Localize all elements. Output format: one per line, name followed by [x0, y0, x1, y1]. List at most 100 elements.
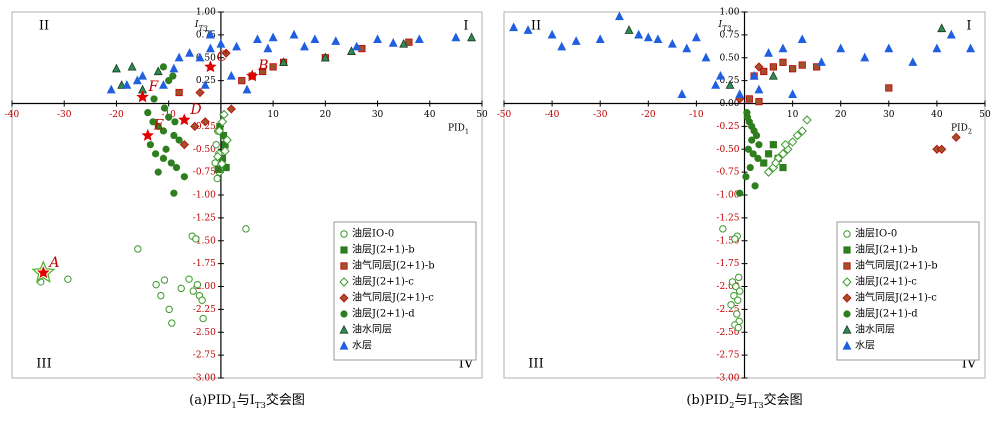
marker — [212, 140, 220, 149]
marker — [159, 63, 168, 71]
quadrant-label: I — [463, 19, 468, 34]
y-tick-label: -2.25 — [193, 305, 216, 315]
marker — [735, 89, 745, 98]
marker — [937, 144, 947, 154]
marker — [509, 22, 519, 32]
x-tick-label: 10 — [267, 110, 279, 120]
y-tick-label: -1.75 — [716, 259, 739, 269]
annotation: D — [189, 102, 201, 118]
marker — [779, 163, 787, 172]
marker — [146, 141, 154, 149]
marker — [340, 262, 348, 270]
marker — [340, 230, 348, 238]
marker — [748, 136, 756, 144]
marker — [169, 63, 179, 73]
marker — [127, 61, 137, 71]
quadrant-label: III — [36, 357, 51, 372]
marker — [185, 48, 195, 57]
y-tick-label: -1.00 — [716, 191, 739, 201]
marker — [735, 287, 744, 295]
marker — [789, 65, 797, 73]
legend-label: 油层IO-0 — [855, 227, 897, 240]
marker — [200, 117, 210, 127]
marker — [339, 293, 349, 303]
annotation-star — [31, 260, 56, 283]
text-part: I — [194, 20, 199, 30]
marker — [214, 126, 225, 136]
marker — [192, 235, 200, 243]
marker — [742, 173, 750, 181]
marker — [179, 140, 189, 150]
marker — [744, 145, 752, 153]
marker — [268, 32, 278, 42]
marker — [653, 34, 663, 44]
text-part: 交会图 — [266, 392, 305, 408]
marker — [159, 154, 168, 162]
y-tick-label: 1.00 — [196, 8, 216, 18]
marker — [768, 70, 778, 80]
text-part: I — [250, 393, 255, 408]
marker — [760, 67, 768, 76]
marker — [751, 182, 759, 190]
annotation-star — [141, 128, 154, 141]
marker — [175, 88, 183, 97]
y-tick-label: -2.75 — [193, 351, 216, 361]
marker — [259, 67, 267, 76]
x-tick-label: 10 — [787, 110, 799, 120]
marker — [195, 52, 205, 62]
marker — [798, 61, 806, 69]
marker — [242, 84, 252, 94]
marker — [149, 118, 157, 126]
x-tick-label: -20 — [109, 110, 124, 120]
quadrant-label: II — [39, 19, 49, 34]
marker — [908, 57, 918, 66]
marker — [735, 273, 743, 282]
marker — [557, 41, 567, 51]
marker — [802, 115, 812, 125]
y-tick-label: -0.50 — [716, 145, 739, 155]
marker — [279, 57, 289, 66]
marker — [937, 23, 947, 33]
y-tick-label: 0.25 — [196, 76, 216, 86]
text-part: T3 — [722, 24, 732, 33]
annotation: F — [148, 79, 160, 95]
legend-label: 油层J(2+1)-c — [855, 275, 917, 288]
y-tick-label: 0.75 — [719, 30, 739, 40]
x-tick-label: -30 — [57, 110, 72, 120]
marker — [172, 163, 181, 172]
marker — [226, 104, 236, 114]
y-tick-label: -0.25 — [193, 122, 216, 132]
text-part: 1 — [465, 128, 469, 136]
marker — [238, 77, 246, 85]
legend-label: 油层J(2+1)-d — [352, 307, 415, 320]
marker — [193, 280, 202, 289]
marker — [731, 235, 739, 243]
marker — [792, 130, 803, 141]
marker — [730, 291, 738, 300]
y-tick-label: -1.00 — [193, 191, 216, 201]
marker — [158, 80, 168, 89]
legend-label: 油层J(2+1)-b — [855, 243, 918, 256]
marker — [842, 277, 852, 287]
marker — [144, 109, 152, 117]
marker — [842, 324, 852, 334]
marker — [339, 324, 349, 334]
text-part: 1 — [231, 400, 236, 410]
marker — [134, 245, 142, 253]
x-tick-label: -20 — [641, 110, 656, 120]
marker — [736, 189, 744, 197]
marker — [754, 154, 762, 162]
x-tick-label: 40 — [424, 110, 436, 120]
marker — [299, 41, 309, 51]
annotation-star — [204, 60, 217, 73]
text-part: (a)PID — [189, 393, 231, 408]
marker — [634, 29, 644, 39]
marker — [199, 314, 207, 323]
text-part: 交会图 — [764, 392, 803, 408]
y-tick-label: -0.75 — [716, 168, 739, 178]
marker — [778, 149, 788, 159]
marker — [733, 310, 741, 318]
marker — [213, 174, 221, 183]
marker — [226, 70, 236, 80]
marker — [732, 282, 740, 291]
